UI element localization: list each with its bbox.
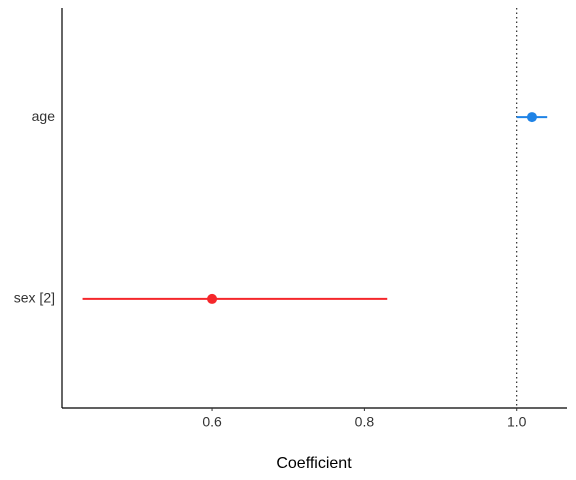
x-tick-label: 0.8 bbox=[355, 414, 375, 430]
y-tick-label: sex [2] bbox=[14, 290, 55, 306]
estimate-point bbox=[526, 112, 537, 123]
x-tick-label: 1.0 bbox=[507, 414, 527, 430]
estimate-point bbox=[207, 293, 218, 304]
y-tick-label: age bbox=[32, 108, 56, 124]
x-tick-label: 0.6 bbox=[202, 414, 222, 430]
x-axis-label: Coefficient bbox=[276, 455, 352, 472]
